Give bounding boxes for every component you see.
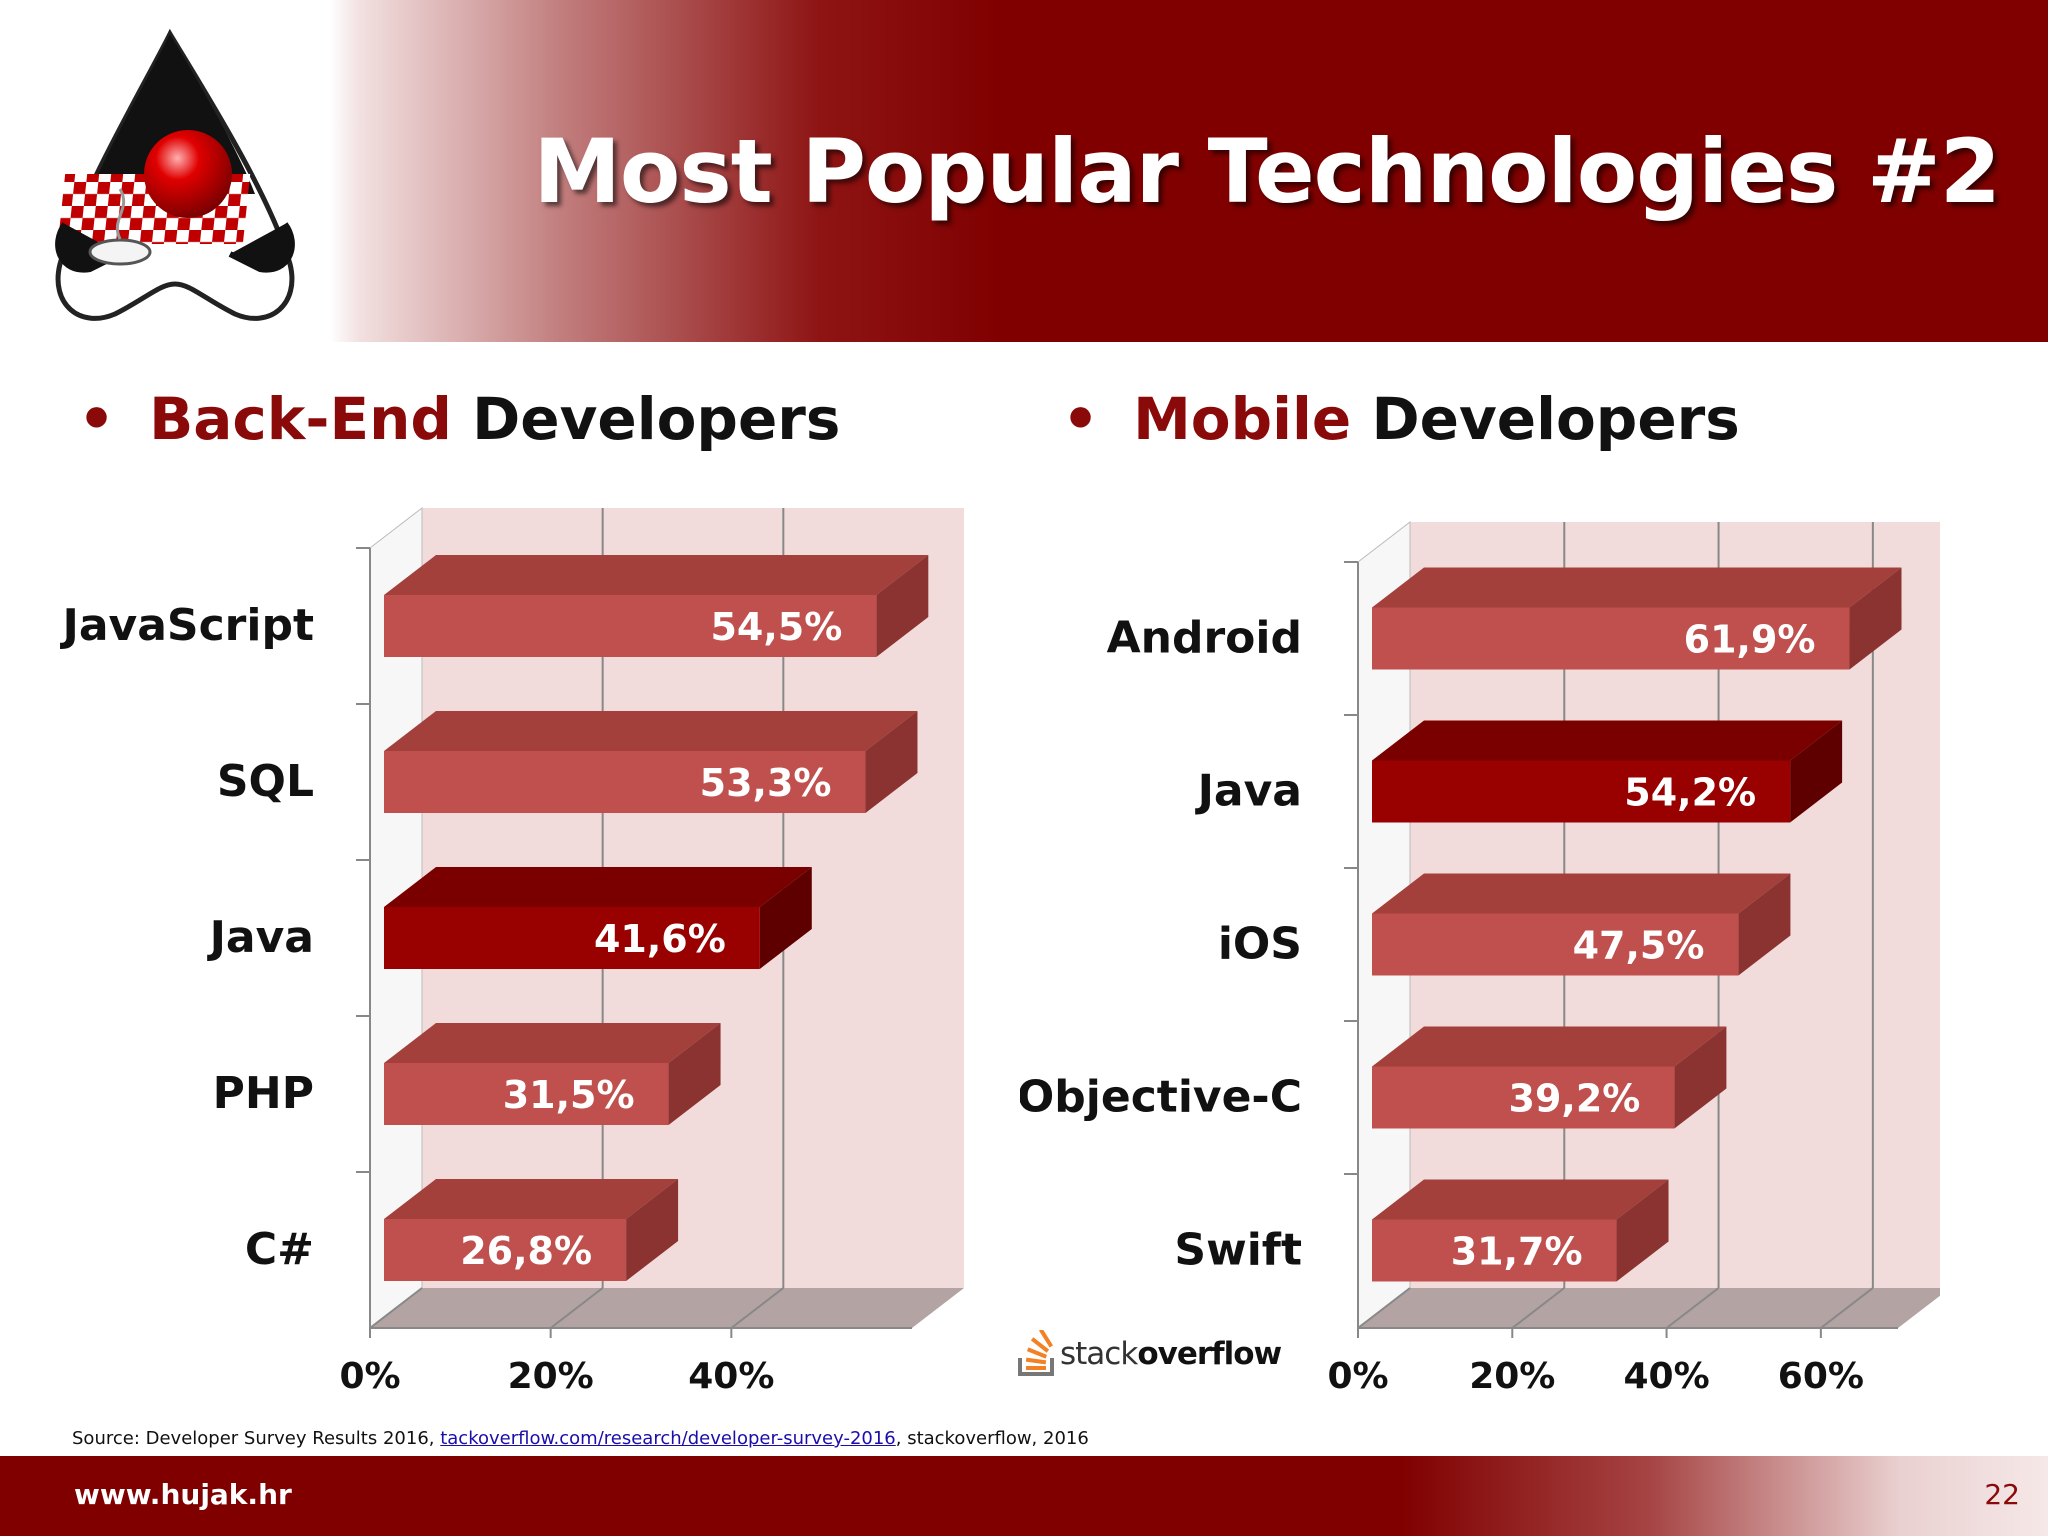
floor-gridline xyxy=(730,1287,784,1329)
heading-rest: Developers xyxy=(1351,385,1740,453)
category-label: Java xyxy=(1195,766,1302,817)
bar-side-face xyxy=(759,867,812,969)
bar-value-label: 31,7% xyxy=(1451,1230,1583,1274)
floor-gridline xyxy=(1820,1287,1874,1329)
footer-url[interactable]: www.hujak.hr xyxy=(74,1478,292,1511)
bar-java xyxy=(1372,760,1791,823)
category-label: Android xyxy=(1107,613,1302,664)
bar-side-face xyxy=(626,1179,679,1281)
bar-php xyxy=(384,1063,669,1125)
category-label: Java xyxy=(207,912,314,963)
bar-top-face xyxy=(384,1179,679,1219)
category-label: SQL xyxy=(217,756,314,807)
bar-android xyxy=(1372,607,1850,670)
bar-objective-c xyxy=(1372,1066,1675,1129)
bar-top-face xyxy=(384,555,929,595)
bar-value-label: 31,5% xyxy=(503,1073,635,1117)
source-prefix: Source: Developer Survey Results 2016, xyxy=(72,1428,441,1449)
category-label: iOS xyxy=(1218,919,1302,970)
bar-swift xyxy=(1372,1219,1617,1282)
chart-mobile: 0% 20% 40% 60% 61,9% Android 54,2% Java 47,5% iOS… xyxy=(1020,520,1940,1397)
bar-side-face xyxy=(1790,720,1843,823)
source-link[interactable]: tackoverflow.com/research/developer-surv… xyxy=(440,1428,896,1449)
floor-gridline xyxy=(369,1287,423,1329)
category-label: Swift xyxy=(1174,1225,1302,1276)
x-tick-label: 40% xyxy=(1623,1356,1709,1397)
x-tick-label: 20% xyxy=(508,1356,594,1397)
bar-top-face xyxy=(1372,720,1843,761)
page-number: 22 xyxy=(1984,1478,2020,1511)
category-label: Objective-C xyxy=(1020,1072,1302,1123)
bar-top-face xyxy=(384,867,812,907)
x-tick-label: 0% xyxy=(339,1356,400,1397)
heading-mobile: • Mobile Developers xyxy=(1062,385,1740,453)
bar-value-label: 26,8% xyxy=(460,1229,592,1273)
bar-side-face xyxy=(1616,1179,1669,1282)
category-label: JavaScript xyxy=(60,600,314,651)
heading-accent: Back-End xyxy=(149,385,452,453)
bar-c- xyxy=(384,1219,627,1281)
bullet-marker: • xyxy=(78,385,116,453)
bar-javascript xyxy=(384,595,877,657)
bar-java xyxy=(384,907,760,969)
source-suffix: , stackoverflow, 2016 xyxy=(895,1428,1089,1449)
floor-gridline xyxy=(1357,1287,1411,1329)
slide-title: Most Popular Technologies #2 xyxy=(533,120,2001,223)
bar-side-face xyxy=(1738,873,1791,976)
bar-side-face xyxy=(668,1023,721,1125)
bar-top-face xyxy=(384,1023,721,1063)
bar-top-face xyxy=(1372,1026,1727,1067)
bar-value-label: 54,2% xyxy=(1624,771,1756,815)
category-label: C# xyxy=(245,1224,314,1275)
plot-floor xyxy=(370,1288,964,1328)
bar-top-face xyxy=(1372,1179,1669,1220)
bar-value-label: 54,5% xyxy=(710,605,842,649)
bullet-marker: • xyxy=(1062,385,1100,453)
bar-top-face xyxy=(384,711,918,751)
x-tick-label: 40% xyxy=(688,1356,774,1397)
heading-rest: Developers xyxy=(451,385,841,453)
heading-accent: Mobile xyxy=(1133,385,1352,453)
bar-side-face xyxy=(876,555,929,657)
bar-value-label: 39,2% xyxy=(1509,1077,1641,1121)
bar-value-label: 47,5% xyxy=(1573,924,1705,968)
plot-floor xyxy=(1358,1288,1940,1328)
x-tick-label: 60% xyxy=(1778,1356,1864,1397)
header-banner xyxy=(0,0,2048,342)
bar-value-label: 41,6% xyxy=(594,917,726,961)
category-label: PHP xyxy=(213,1068,314,1119)
bar-side-face xyxy=(865,711,918,813)
source-note: Source: Developer Survey Results 2016, t… xyxy=(72,1428,1089,1449)
bar-top-face xyxy=(1372,873,1791,914)
bar-ios xyxy=(1372,913,1739,976)
floor-gridline xyxy=(1511,1287,1565,1329)
stackoverflow-wordmark: stackoverflow xyxy=(1060,1336,1282,1372)
stackoverflow-logo: stackoverflow xyxy=(1016,1330,1282,1378)
footer-bar xyxy=(0,1456,2048,1536)
floor-gridline xyxy=(1665,1287,1720,1329)
bar-value-label: 53,3% xyxy=(700,761,832,805)
x-tick-label: 20% xyxy=(1469,1356,1555,1397)
bar-side-face xyxy=(1674,1026,1727,1129)
heading-back-end: • Back-End Developers xyxy=(78,385,840,453)
bar-top-face xyxy=(1372,567,1902,608)
chart-back-end: 0% 20% 40% 54,5% JavaScript 53,3% SQL 41,6% Java… xyxy=(60,506,964,1397)
floor-gridline xyxy=(550,1287,604,1329)
x-tick-label: 0% xyxy=(1327,1356,1388,1397)
bar-value-label: 61,9% xyxy=(1684,618,1816,662)
bar-sql xyxy=(384,751,866,813)
java-duke-logo xyxy=(55,28,295,321)
stackoverflow-icon xyxy=(1018,1330,1054,1376)
bar-side-face xyxy=(1849,567,1902,670)
